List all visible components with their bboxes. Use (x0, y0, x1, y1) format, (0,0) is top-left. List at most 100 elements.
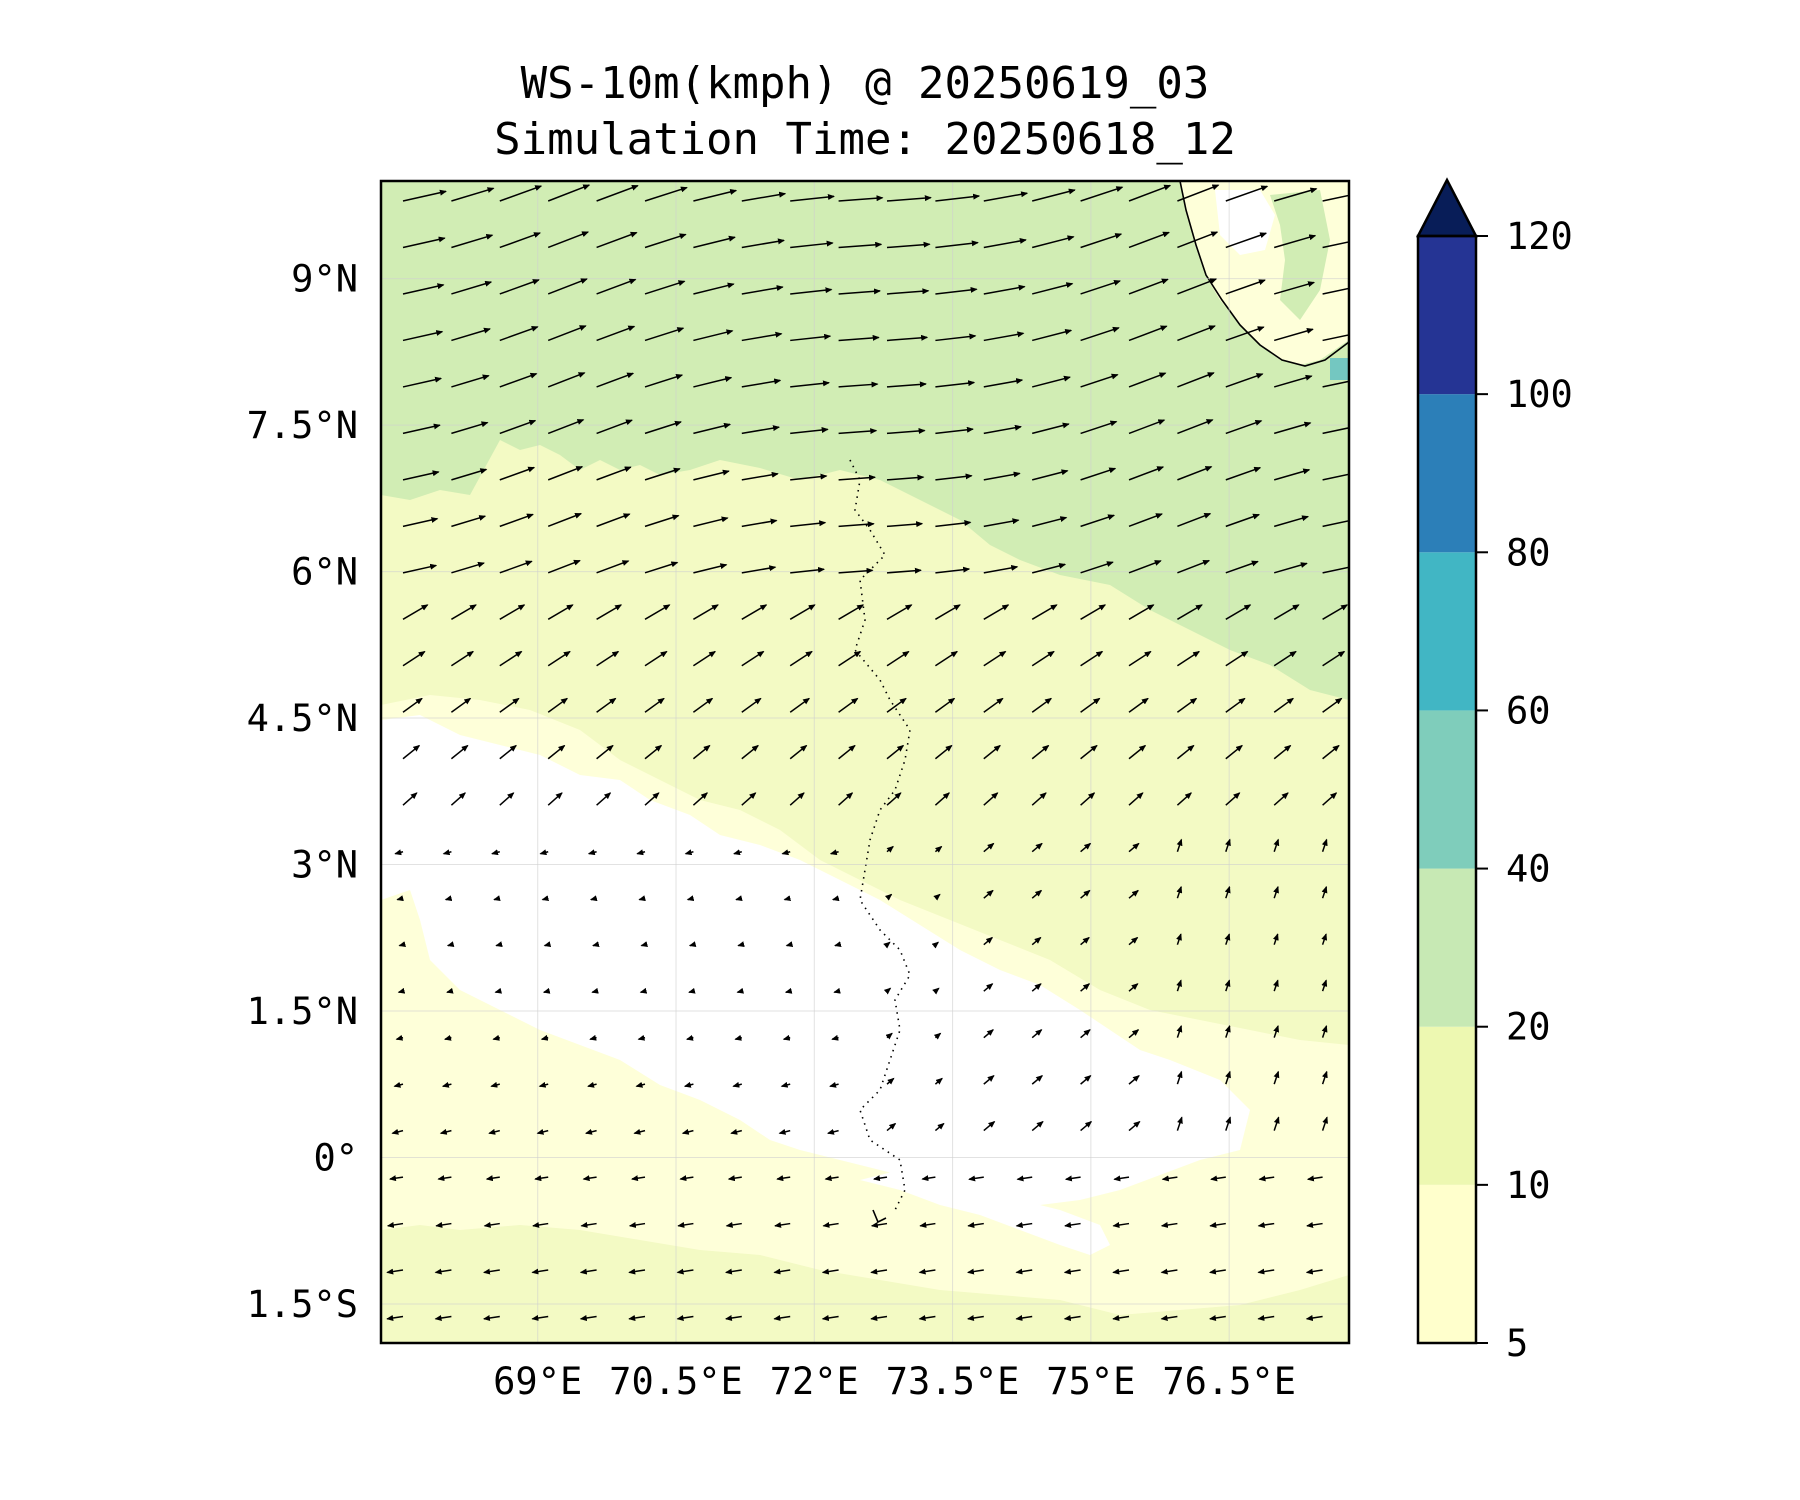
wind-arrow-371 (933, 1032, 942, 1040)
wind-arrow-312 (983, 889, 994, 899)
wind-arrow-96 (1177, 372, 1215, 388)
wind-arrow-411 (934, 1122, 945, 1132)
wind-arrow-374 (1080, 1029, 1091, 1039)
wind-arrow-34 (1080, 233, 1123, 249)
wind-arrow-328 (785, 941, 794, 948)
wind-arrow-311 (933, 893, 941, 901)
wind-arrow-494 (1063, 1315, 1081, 1321)
wind-arrow-182 (499, 604, 526, 620)
wind-arrow-204 (596, 650, 620, 667)
wind-arrow-178 (1273, 562, 1308, 574)
wind-arrow-477 (1208, 1268, 1226, 1275)
wind-arrow-10 (886, 195, 932, 202)
wind-arrow-25 (644, 233, 687, 249)
wind-arrow-208 (789, 650, 813, 667)
colorbar-tick-label-0: 5 (1506, 1322, 1528, 1365)
wind-arrow-1 (451, 187, 495, 202)
wind-arrow-203 (547, 650, 571, 667)
wind-arrow-69 (838, 334, 880, 342)
wind-arrow-463 (531, 1268, 549, 1275)
colorbar-segment-2 (1418, 868, 1476, 1027)
wind-arrow-280 (394, 849, 404, 856)
wind-arrow-432 (968, 1175, 984, 1182)
wind-arrow-141 (451, 515, 487, 528)
wind-arrow-295 (1128, 842, 1140, 853)
calm-wind-region (381, 715, 1250, 1205)
wind-arrow-364 (589, 1034, 597, 1041)
colorbar-tick-label-6: 100 (1506, 373, 1573, 416)
wind-arrow-199 (1322, 604, 1349, 620)
lon-tick-label-5: 76.5°E (1162, 1360, 1296, 1403)
wind-arrow-162 (499, 560, 533, 574)
wind-arrow-460 (386, 1268, 404, 1275)
wind-arrow-160 (402, 563, 438, 574)
wind-arrow-483 (531, 1315, 549, 1321)
wind-arrow-385 (635, 1081, 646, 1088)
wind-arrow-323 (543, 941, 552, 948)
wind-arrow-74 (1080, 326, 1120, 342)
wind-arrow-368 (782, 1034, 791, 1041)
wind-arrow-136 (1177, 466, 1213, 481)
wind-arrow-9 (838, 195, 884, 202)
wind-arrow-308 (783, 895, 792, 902)
land-interior-white (1215, 190, 1275, 255)
wind-arrow-306 (686, 895, 695, 902)
wind-arrow-214 (1080, 650, 1104, 667)
wind-arrow-375 (1128, 1029, 1140, 1039)
land-interior-green (1270, 190, 1330, 320)
wind-arrow-365 (637, 1034, 646, 1041)
wind-arrow-88 (790, 380, 830, 388)
wind-arrow-390 (886, 1077, 895, 1085)
wind-arrow-416 (1176, 1116, 1183, 1131)
wind-arrow-286 (684, 849, 694, 856)
wind-arrow-263 (547, 792, 563, 806)
wind-arrow-474 (1063, 1268, 1081, 1275)
wind-arrow-61 (451, 327, 491, 342)
wind-arrow-349 (833, 987, 841, 994)
wind-arrow-120 (402, 470, 440, 481)
wind-arrow-325 (640, 941, 648, 948)
wind-arrow-107 (741, 425, 781, 435)
wind-arrow-46 (693, 282, 735, 295)
colorbar-segment-3 (1418, 710, 1476, 869)
wind-arrow-277 (1225, 792, 1241, 806)
wind-arrow-48 (790, 287, 833, 295)
wind-arrow-207 (741, 650, 765, 667)
wind-arrow-28 (790, 240, 834, 249)
wind-arrow-89 (838, 381, 879, 388)
wind-arrow-268 (789, 792, 805, 806)
wind-arrow-16 (1177, 184, 1220, 202)
lon-tick-label-4: 75°E (1046, 1360, 1135, 1403)
wind-arrow-303 (541, 895, 550, 902)
wind-arrow-269 (838, 792, 854, 806)
wind-arrow-77 (1225, 326, 1265, 342)
wind-arrow-114 (1080, 420, 1118, 435)
wind-arrow-106 (693, 422, 732, 435)
wind-arrow-115 (1128, 419, 1166, 435)
wind-arrow-259 (1322, 744, 1340, 760)
wind-arrow-102 (499, 419, 537, 435)
wind-arrow-24 (596, 231, 638, 249)
wind-arrow-386 (683, 1081, 694, 1088)
wind-arrow-144 (596, 513, 631, 528)
wind-arrow-83 (547, 372, 586, 388)
colorbar-tick-label-7: 120 (1506, 215, 1573, 258)
wind-arrow-12 (983, 191, 1029, 202)
wind-arrow-223 (547, 697, 568, 713)
wind-arrow-396 (1176, 1070, 1183, 1085)
wind-arrow-352 (983, 983, 994, 992)
wind-arrow-219 (1322, 650, 1346, 667)
wind-arrow-80 (402, 376, 443, 388)
wind-arrow-331 (931, 941, 939, 949)
wind-arrow-443 (532, 1221, 549, 1228)
wind-arrow-53 (1032, 282, 1074, 295)
wind-arrow-239 (1322, 697, 1343, 713)
wind-arrow-333 (1031, 936, 1042, 946)
wind-arrow-316 (1176, 885, 1183, 899)
wind-arrow-445 (628, 1221, 646, 1228)
wind-arrow-465 (628, 1268, 646, 1275)
wind-arrow-123 (547, 465, 584, 481)
colorbar-segment-1 (1418, 1026, 1476, 1185)
wind-arrow-43 (547, 278, 588, 295)
lon-tick-label-1: 70.5°E (609, 1360, 743, 1403)
